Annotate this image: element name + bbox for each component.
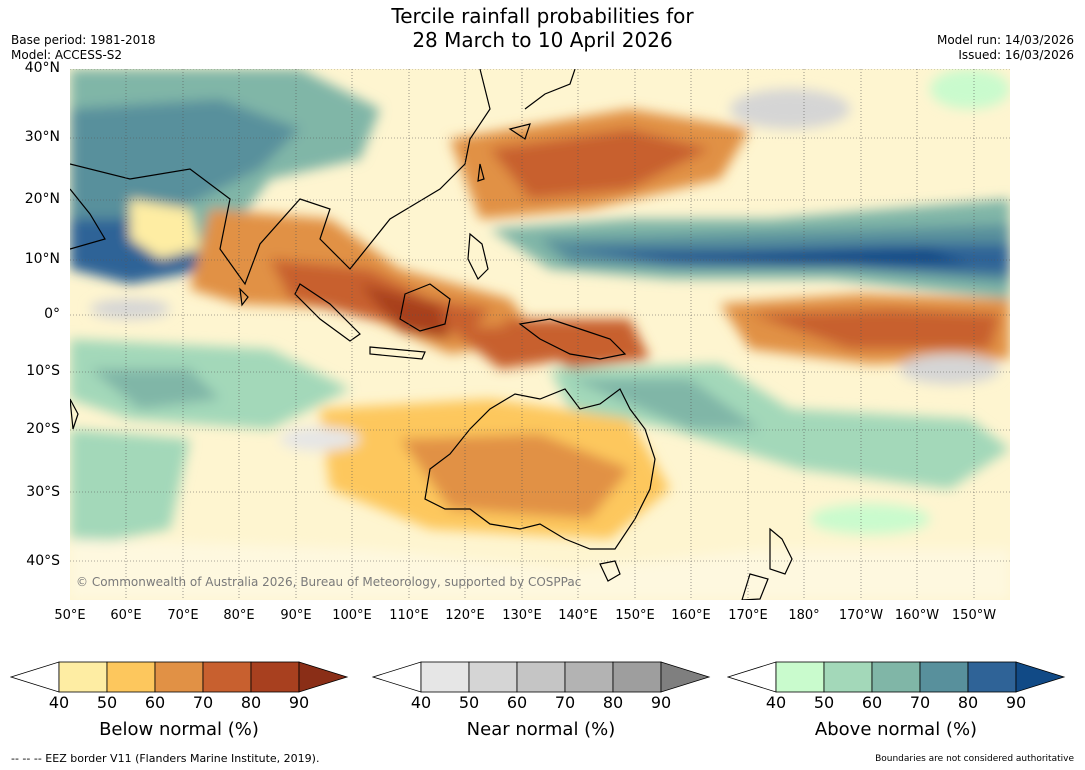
base-period: Base period: 1981-2018 xyxy=(11,33,156,47)
lat-label-10s: 10°S xyxy=(26,363,60,379)
lon-label-70e: 70°E xyxy=(167,608,199,623)
below-tick-80: 80 xyxy=(240,693,262,712)
lon-label-150e: 150°E xyxy=(615,608,655,623)
meta-left: Base period: 1981-2018 Model: ACCESS-S2 xyxy=(11,33,156,63)
above-tick-40: 40 xyxy=(765,693,787,712)
above-bin-3 xyxy=(871,661,921,693)
near-extend-low xyxy=(372,661,422,693)
colorbar-near xyxy=(372,661,711,693)
lat-label-40n: 40°N xyxy=(24,60,60,76)
title-line-1: Tercile rainfall probabilities for xyxy=(391,4,694,28)
map-title: Tercile rainfall probabilities for 28 Ma… xyxy=(0,4,1085,52)
near-tick-70: 70 xyxy=(554,693,576,712)
lon-label-160e: 160°E xyxy=(671,608,711,623)
lon-label-90e: 90°E xyxy=(280,608,312,623)
below-tick-50: 50 xyxy=(96,693,118,712)
below-bin-1 xyxy=(58,661,108,693)
lon-label-80e: 80°E xyxy=(223,608,255,623)
model-run: Model run: 14/03/2026 xyxy=(936,33,1074,47)
near-tick-50: 50 xyxy=(458,693,480,712)
above-bin-2 xyxy=(823,661,873,693)
lat-label-30s: 30°S xyxy=(26,484,60,500)
coastlines xyxy=(70,69,793,600)
near-bin-2 xyxy=(468,661,518,693)
lon-label-140e: 140°E xyxy=(558,608,598,623)
above-bin-4 xyxy=(919,661,969,693)
lat-label-0: 0° xyxy=(44,306,60,322)
issued-date: Issued: 16/03/2026 xyxy=(958,48,1074,62)
near-bin-4 xyxy=(564,661,614,693)
above-normal-label: Above normal (%) xyxy=(814,719,978,740)
below-bin-4 xyxy=(202,661,252,693)
above-tick-50: 50 xyxy=(813,693,835,712)
below-tick-60: 60 xyxy=(144,693,166,712)
lat-label-20s: 20°S xyxy=(26,421,60,437)
lat-label-10n: 10°N xyxy=(24,251,60,267)
below-tick-40: 40 xyxy=(48,693,70,712)
near-bin-3 xyxy=(516,661,566,693)
lon-label-110e: 110°E xyxy=(389,608,429,623)
lon-label-150w: 150°W xyxy=(951,608,997,623)
above-tick-60: 60 xyxy=(861,693,883,712)
below-extend-low xyxy=(10,661,60,693)
near-bin-5 xyxy=(612,661,662,693)
lat-label-20n: 20°N xyxy=(24,191,60,207)
near-tick-90: 90 xyxy=(650,693,672,712)
near-tick-60: 60 xyxy=(506,693,528,712)
lon-label-180: 180° xyxy=(788,608,820,623)
lon-label-120e: 120°E xyxy=(445,608,485,623)
above-tick-80: 80 xyxy=(957,693,979,712)
below-normal-label: Below normal (%) xyxy=(99,719,259,740)
above-extend-low xyxy=(727,661,777,693)
colorbar-below xyxy=(10,661,349,693)
meta-right: Model run: 14/03/2026 Issued: 16/03/2026 xyxy=(937,33,1074,63)
gridlines xyxy=(70,69,1010,600)
lat-label-40s: 40°S xyxy=(26,553,60,569)
lat-label-30n: 30°N xyxy=(24,129,60,145)
above-bin-5 xyxy=(967,661,1017,693)
rainfall-probability-map: © Commonwealth of Australia 2026, Bureau… xyxy=(70,69,1010,600)
above-tick-70: 70 xyxy=(909,693,931,712)
above-bin-1 xyxy=(775,661,825,693)
near-bin-1 xyxy=(420,661,470,693)
lon-label-50e: 50°E xyxy=(54,608,86,623)
near-extend-high xyxy=(660,661,711,693)
below-extend-high xyxy=(298,661,349,693)
model-name: Model: ACCESS-S2 xyxy=(11,48,123,62)
lon-label-130e: 130°E xyxy=(502,608,542,623)
lon-label-160w: 160°W xyxy=(894,608,940,623)
lon-label-60e: 60°E xyxy=(110,608,142,623)
near-tick-40: 40 xyxy=(410,693,432,712)
lon-label-100e: 100°E xyxy=(332,608,372,623)
colorbar-above xyxy=(727,661,1066,693)
above-extend-high xyxy=(1015,661,1066,693)
near-tick-80: 80 xyxy=(602,693,624,712)
lon-label-170e: 170°E xyxy=(728,608,768,623)
below-tick-70: 70 xyxy=(192,693,214,712)
below-bin-3 xyxy=(154,661,204,693)
boundary-disclaimer: Boundaries are not considered authoritat… xyxy=(875,754,1074,764)
near-normal-label: Near normal (%) xyxy=(466,719,616,740)
below-tick-90: 90 xyxy=(288,693,310,712)
below-bin-5 xyxy=(250,661,300,693)
title-line-2: 28 March to 10 April 2026 xyxy=(412,28,673,52)
above-tick-90: 90 xyxy=(1005,693,1027,712)
below-bin-2 xyxy=(106,661,156,693)
lon-label-170w: 170°W xyxy=(838,608,884,623)
copyright-notice: © Commonwealth of Australia 2026, Bureau… xyxy=(76,575,581,589)
eez-border-note: -- -- -- EEZ border V11 (Flanders Marine… xyxy=(11,752,320,765)
